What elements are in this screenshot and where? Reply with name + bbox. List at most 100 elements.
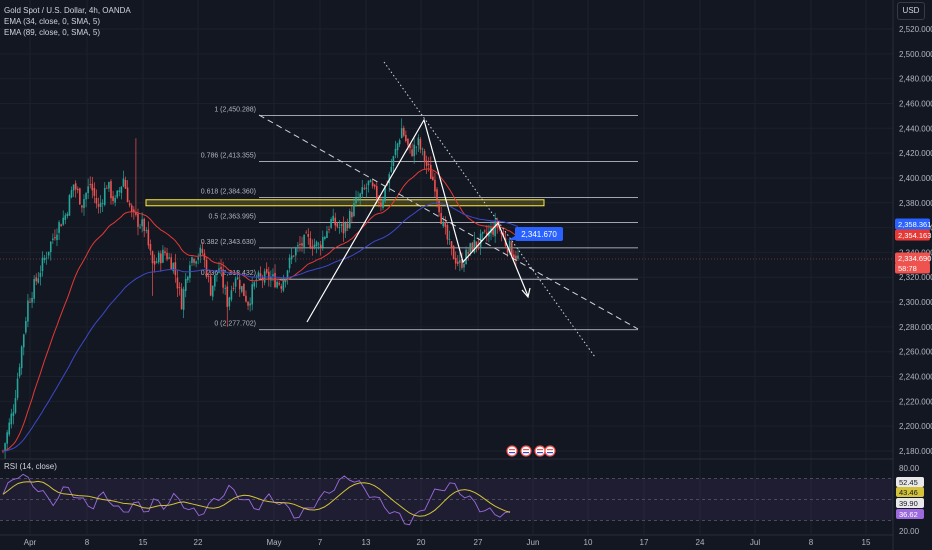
candle-body	[43, 257, 46, 261]
economic-events[interactable]	[506, 445, 556, 457]
candle-body	[446, 224, 449, 240]
candle-body	[332, 215, 334, 222]
candle-body	[413, 144, 415, 157]
candle-body	[166, 252, 168, 260]
candle-body	[315, 241, 318, 247]
candle-body	[324, 236, 326, 239]
candle-body	[481, 231, 484, 234]
price-tag-text: 2,358.361	[898, 220, 931, 229]
candle-body	[288, 257, 291, 269]
candle-body	[274, 272, 276, 288]
candle-body	[184, 278, 187, 292]
price-tick-label: 2,460.000	[899, 99, 932, 108]
candle-body	[434, 179, 436, 192]
candle-body	[427, 163, 430, 165]
candle-body	[508, 240, 511, 254]
candle-body	[220, 266, 222, 270]
time-tick-label: 8	[85, 538, 90, 547]
fibonacci-retracement[interactable]: 1 (2,450.288) 0.786 (2,413.355) 0.618 (2,3…	[201, 107, 638, 331]
indicator-legend: Gold Spot / U.S. Dollar, 4h, OANDA EMA (…	[4, 5, 131, 38]
candle-body	[160, 253, 162, 264]
candle-body	[494, 221, 496, 237]
candle-body	[87, 186, 89, 194]
candle-body	[334, 217, 337, 226]
candle-body	[238, 279, 241, 290]
candle-body	[432, 176, 434, 181]
price-tick-label: 2,500.000	[899, 50, 932, 59]
candle-body	[83, 199, 85, 209]
candle-body	[130, 205, 133, 212]
rsi-ma-line	[2, 480, 511, 517]
price-tag-box	[895, 218, 930, 230]
trend-drawings[interactable]: 2,341.670	[258, 61, 639, 358]
candle-body	[52, 238, 54, 240]
candle-body	[378, 201, 380, 203]
candle-body	[128, 203, 131, 206]
candle-body	[319, 244, 322, 248]
rsi-value-text: 36.62	[899, 510, 918, 519]
price-callout-box	[515, 227, 563, 241]
candle-body	[454, 257, 457, 264]
candle-body	[89, 184, 92, 185]
candle-body	[326, 231, 328, 239]
candle-body	[500, 231, 503, 235]
candle-body	[162, 249, 164, 263]
candle-body	[106, 187, 108, 189]
resistance-zone[interactable]	[145, 199, 545, 207]
candle-body	[74, 183, 77, 190]
candle-body	[120, 186, 123, 193]
flag-stripe	[547, 449, 553, 451]
rsi-line	[2, 473, 511, 526]
price-tag-text: 2,334.690	[898, 254, 931, 263]
candle-body	[224, 287, 226, 289]
candle-body	[423, 151, 426, 163]
ema-89-legend[interactable]: EMA (89, close, 0, SMA, 5)	[4, 28, 101, 37]
candle-body	[114, 197, 116, 203]
candle-body	[14, 398, 17, 413]
candle-body	[394, 148, 397, 156]
price-tick-label: 2,260.000	[899, 348, 932, 357]
candle-body	[180, 288, 183, 310]
flag-stripe	[537, 449, 543, 451]
price-tick-label: 2,220.000	[899, 397, 932, 406]
price-tag-box	[895, 262, 930, 274]
zone-rect	[145, 199, 545, 207]
candle-body	[351, 212, 353, 218]
candle-body	[172, 263, 175, 272]
fib-level-label: 0.618 (2,384.360)	[201, 188, 256, 195]
candle-body	[353, 203, 355, 217]
candle-body	[286, 270, 289, 280]
candle-body	[182, 289, 185, 310]
rsi-value-text: 52.45	[899, 478, 918, 487]
currency-selector[interactable]: USD	[897, 2, 925, 20]
candle-body	[124, 179, 127, 189]
time-axis[interactable]: Apr 8 15 22 May 7 13 20 27 Jun 10 17 24 Jul 8 15	[24, 538, 871, 547]
candle-body	[97, 204, 100, 207]
price-axis[interactable]: 2,180.000 2,200.000 2,220.000 2,240.000 2,26…	[899, 25, 932, 456]
candle-body	[141, 219, 143, 227]
rsi-legend[interactable]: RSI (14, close)	[4, 462, 57, 471]
candle-body	[471, 242, 474, 252]
candle-body	[93, 187, 96, 196]
candle-body	[280, 286, 283, 289]
candle-body	[498, 228, 501, 230]
symbol-title[interactable]: Gold Spot / U.S. Dollar, 4h, OANDA	[4, 6, 131, 15]
candle-body	[145, 230, 148, 231]
candle-body	[79, 188, 81, 205]
candle-body	[137, 213, 139, 227]
candle-body	[214, 275, 216, 287]
flag-stripe	[509, 452, 515, 454]
candle-body	[436, 189, 438, 200]
time-tick-label: 15	[139, 538, 148, 547]
candle-body	[295, 248, 297, 256]
candle-body	[361, 187, 364, 194]
candle-body	[419, 138, 422, 150]
fib-level-label: 0 (2,277.702)	[214, 321, 256, 328]
candle-body	[373, 184, 376, 187]
ema-34-legend[interactable]: EMA (34, close, 0, SMA, 5)	[4, 17, 101, 26]
price-tick-label: 2,480.000	[899, 75, 932, 84]
candle-body	[338, 227, 341, 228]
